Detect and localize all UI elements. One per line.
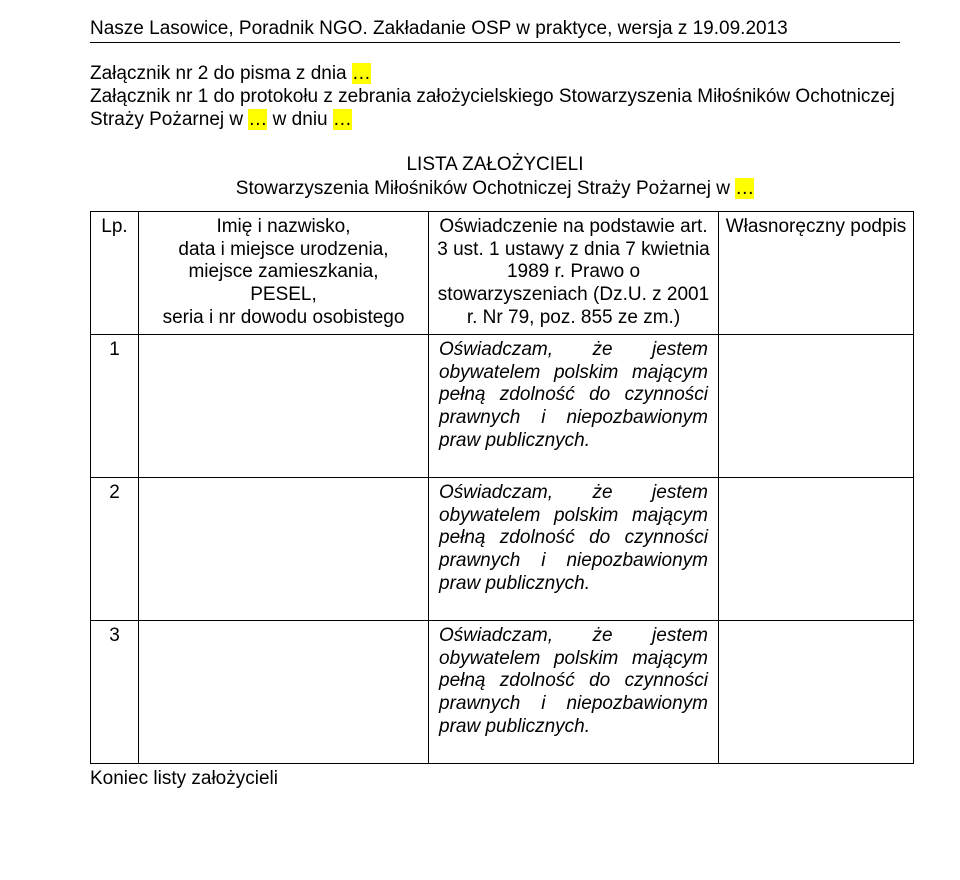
list-end-line: Koniec listy założycieli (90, 768, 900, 790)
cell-signature (719, 620, 914, 763)
intro-line2-placeholder-1: … (248, 109, 267, 130)
intro-block: Załącznik nr 2 do pisma z dnia … Załączn… (90, 63, 900, 131)
cell-declaration: Oświadczam, że jestem obywatelem polskim… (429, 477, 719, 620)
document-header: Nasze Lasowice, Poradnik NGO. Zakładanie… (90, 18, 900, 43)
cell-signature (719, 334, 914, 477)
intro-line2-placeholder-2: … (333, 109, 352, 130)
intro-line1-pre: Załącznik nr 2 do pisma z dnia (90, 63, 352, 84)
table-header-row: Lp. Imię i nazwisko, data i miejsce urod… (91, 211, 914, 334)
cell-personal (139, 334, 429, 477)
cell-personal (139, 477, 429, 620)
cell-signature (719, 477, 914, 620)
col-declaration: Oświadczenie na podstawie art. 3 ust. 1 … (429, 211, 719, 334)
cell-lp: 3 (91, 620, 139, 763)
cell-declaration: Oświadczam, że jestem obywatelem polskim… (429, 620, 719, 763)
cell-lp: 2 (91, 477, 139, 620)
intro-line1-placeholder: … (352, 63, 371, 84)
list-title-line2-pre: Stowarzyszenia Miłośników Ochotniczej St… (236, 178, 735, 199)
list-title-line1: LISTA ZAŁOŻYCIELI (406, 154, 583, 175)
list-title-placeholder: … (735, 178, 754, 199)
col-personal: Imię i nazwisko, data i miejsce urodzeni… (139, 211, 429, 334)
intro-line2-mid: w dniu (267, 109, 332, 130)
table-row: 1 Oświadczam, że jestem obywatelem polsk… (91, 334, 914, 477)
col-signature: Własnoręczny podpis (719, 211, 914, 334)
intro-line2-pre: Załącznik nr 1 do protokołu z zebrania z… (90, 86, 895, 130)
table-row: 2 Oświadczam, że jestem obywatelem polsk… (91, 477, 914, 620)
col-lp: Lp. (91, 211, 139, 334)
list-title: LISTA ZAŁOŻYCIELI Stowarzyszenia Miłośni… (90, 153, 900, 201)
cell-declaration: Oświadczam, że jestem obywatelem polskim… (429, 334, 719, 477)
table-row: 3 Oświadczam, że jestem obywatelem polsk… (91, 620, 914, 763)
founders-table: Lp. Imię i nazwisko, data i miejsce urod… (90, 211, 914, 764)
cell-personal (139, 620, 429, 763)
cell-lp: 1 (91, 334, 139, 477)
